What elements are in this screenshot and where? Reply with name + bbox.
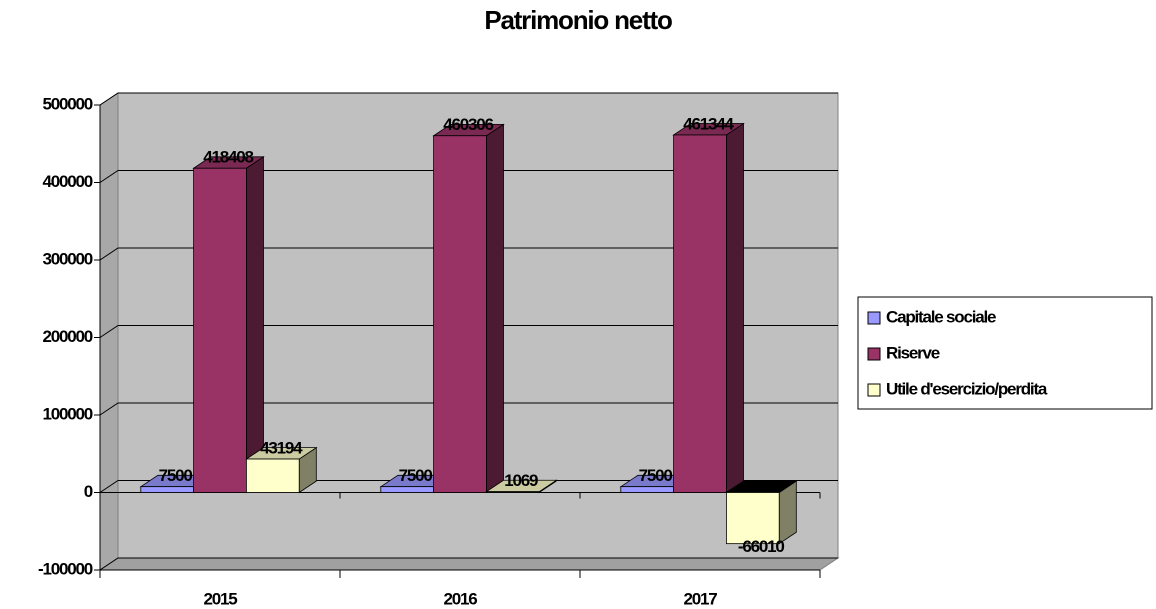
bar xyxy=(620,486,674,493)
data-label: 7500 xyxy=(159,466,193,485)
grid-line xyxy=(99,325,838,338)
bar xyxy=(433,135,487,493)
bar-side xyxy=(485,123,504,494)
y-tick-label: 300000 xyxy=(42,249,92,268)
legend-swatch xyxy=(867,383,881,397)
data-label: 7500 xyxy=(639,466,673,485)
bar-side xyxy=(726,122,744,494)
grid-line xyxy=(99,557,838,571)
bar xyxy=(673,134,727,493)
data-label: 7500 xyxy=(399,466,433,485)
x-tick-label: 2015 xyxy=(203,589,237,608)
legend-swatch xyxy=(867,311,881,325)
data-label: 1069 xyxy=(504,471,538,490)
data-label: 43194 xyxy=(260,439,303,458)
data-label: 460306 xyxy=(443,115,493,134)
legend-swatch xyxy=(867,347,881,361)
bar xyxy=(140,486,195,493)
floor xyxy=(98,557,840,571)
y-tick-label: -100000 xyxy=(38,559,93,578)
grid-line xyxy=(99,402,838,416)
legend-box xyxy=(857,296,1153,410)
bar xyxy=(380,486,434,493)
legend-label: Riserve xyxy=(886,343,940,362)
bar xyxy=(193,167,247,493)
x-tick-label: 2016 xyxy=(443,589,477,608)
legend-label: Capitale sociale xyxy=(886,307,996,326)
x-tick-label: 2017 xyxy=(683,589,717,608)
grid-line xyxy=(99,92,838,106)
grid-line xyxy=(99,480,838,493)
y-tick-label: 200000 xyxy=(42,327,92,346)
legend-label: Utile d'esercizio/perdita xyxy=(886,379,1048,398)
data-label: 461344 xyxy=(683,114,734,133)
grid-line xyxy=(99,170,838,183)
bar xyxy=(726,492,780,545)
y-tick-label: 100000 xyxy=(42,404,92,423)
bar xyxy=(485,491,540,493)
y-tick-label: 0 xyxy=(84,482,93,501)
y-tick-label: 400000 xyxy=(42,172,92,191)
data-label: 418408 xyxy=(203,148,253,167)
chart-title: Patrimonio netto xyxy=(484,5,672,35)
data-label: -66010 xyxy=(738,537,784,556)
grid-line xyxy=(99,247,838,261)
bar xyxy=(245,458,300,493)
y-tick-label: 500000 xyxy=(42,94,92,113)
